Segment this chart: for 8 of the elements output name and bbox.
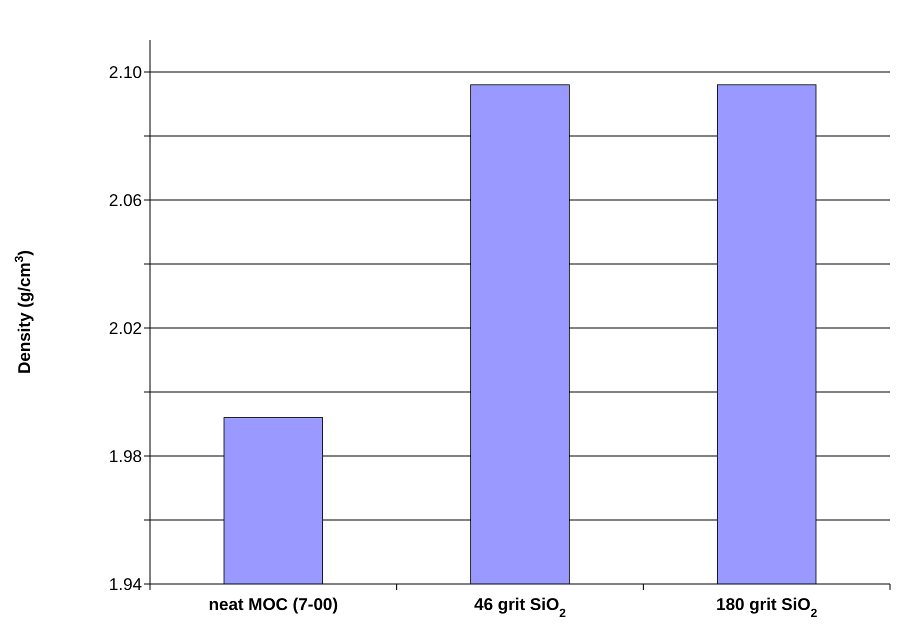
y-tick-label: 2.06 — [108, 190, 142, 210]
y-tick-label: 1.94 — [108, 574, 142, 594]
y-tick-label: 2.02 — [108, 318, 142, 338]
y-tick-label: 2.10 — [108, 62, 142, 82]
x-tick-label: 46 grit SiO$_{2}$ — [474, 595, 566, 620]
x-tick-label: neat MOC (7-00) — [208, 595, 338, 614]
x-tick-label: 180 grit SiO$_{2}$ — [716, 595, 818, 620]
y-tick-label: 1.98 — [108, 446, 142, 466]
